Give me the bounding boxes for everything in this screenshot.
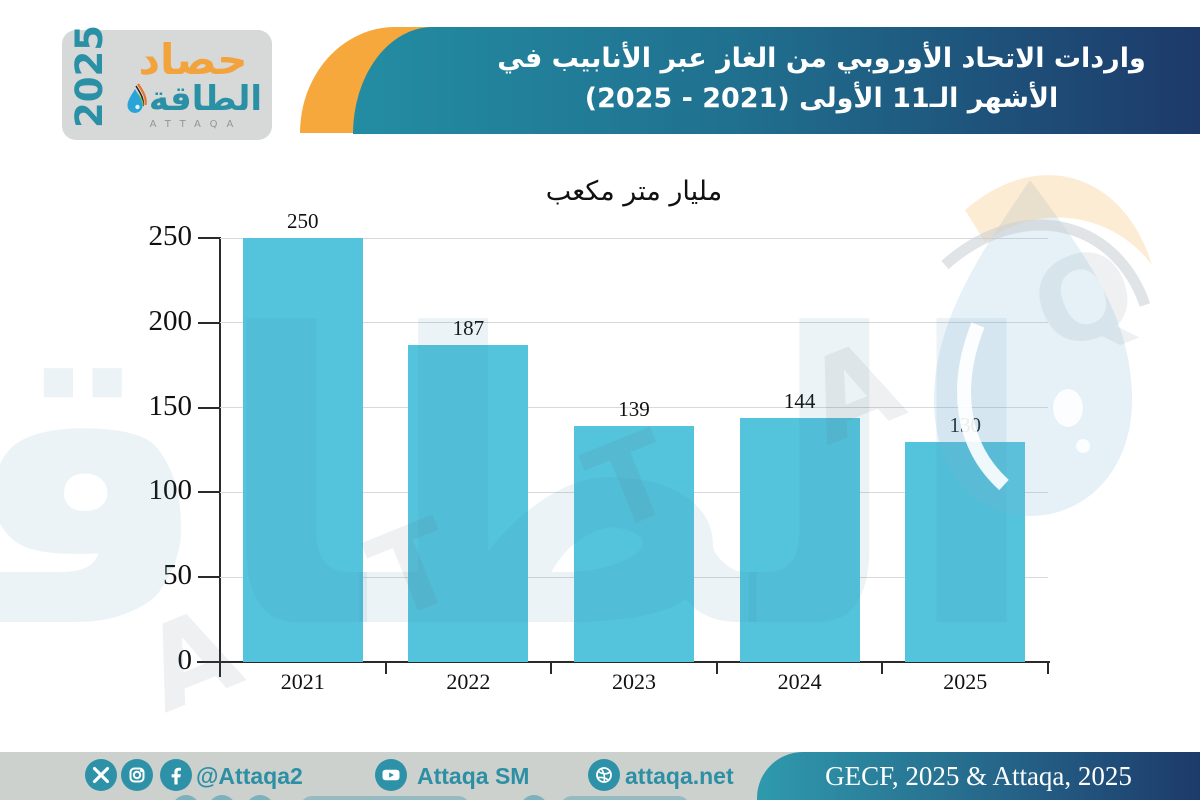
- logo-drop-icon: [127, 83, 147, 113]
- logo-wordmark: حصاد الطاقة ATTAQA: [120, 38, 266, 130]
- y-tick-100: [198, 491, 220, 494]
- y-tick-0: [198, 661, 220, 663]
- x-axis-label-2022: 2022: [446, 669, 491, 694]
- y-axis-label-150: 150: [148, 389, 193, 422]
- youtube-channel-label[interactable]: Attaqa SM: [417, 763, 530, 789]
- title-line-2: الأشهر الـ11 الأولى (2021 - 2025): [584, 83, 1059, 114]
- bar-value-2023: 139: [618, 397, 650, 422]
- bar-2021: [242, 238, 363, 662]
- header-band: واردات الاتحاد الأوروبي من الغاز عبر الأ…: [353, 27, 1200, 134]
- y-axis-label-100: 100: [148, 474, 193, 507]
- chart-title: مليار متر مكعب: [545, 176, 723, 207]
- bar-value-2025: 130: [949, 412, 981, 437]
- reflection-bar: [300, 796, 470, 800]
- globe-icon[interactable]: [588, 759, 620, 791]
- gridline-150: [220, 407, 1048, 409]
- y-tick-50: [198, 576, 220, 579]
- title-line-1: واردات الاتحاد الأوروبي من الغاز عبر الأ…: [497, 43, 1146, 74]
- x-tick: [881, 662, 884, 674]
- y-axis-label-250: 250: [148, 220, 193, 252]
- y-axis: [219, 237, 221, 677]
- gridline-200: [220, 322, 1048, 324]
- x-axis-label-2024: 2024: [777, 669, 822, 694]
- x-axis: [197, 661, 1050, 663]
- y-tick-150: [198, 406, 220, 409]
- reflection-dot: [172, 795, 200, 800]
- instagram-icon[interactable]: [121, 759, 153, 791]
- website-link[interactable]: attaqa.net: [625, 763, 734, 789]
- x-tick: [715, 662, 718, 674]
- y-tick-200: [198, 321, 220, 324]
- y-axis-label-0: 0: [177, 644, 193, 676]
- x-axis-label-2023: 2023: [611, 669, 656, 694]
- x-tick: [384, 662, 387, 674]
- reflection-bar: [560, 796, 690, 800]
- bar-value-2021: 250: [287, 209, 319, 233]
- logo-title-top: حصاد: [138, 35, 248, 84]
- footer-bar: @Attaqa2 Attaqa SM attaqa.net GECF, 2025…: [0, 752, 1200, 800]
- reflection-dot: [520, 795, 548, 800]
- reflection-dot: [246, 795, 274, 800]
- bar-2022: [408, 344, 529, 662]
- source-attribution: GECF, 2025 & Attaqa, 2025: [757, 752, 1200, 800]
- y-tick-250: [198, 237, 220, 239]
- y-axis-label-200: 200: [148, 304, 193, 337]
- x-icon[interactable]: [85, 759, 117, 791]
- x-axis-label-2021: 2021: [280, 669, 325, 694]
- bar-value-2024: 144: [783, 388, 816, 413]
- x-tick: [550, 662, 553, 674]
- youtube-icon[interactable]: [375, 759, 407, 791]
- gridline-250: [220, 237, 1048, 239]
- y-axis-label-50: 50: [163, 559, 192, 592]
- attaqa-logo: 2025 حصاد الطاقة ATTAQA: [62, 25, 272, 140]
- social-handle[interactable]: @Attaqa2: [196, 763, 303, 789]
- bar-2024: [739, 417, 860, 662]
- facebook-icon[interactable]: [160, 759, 192, 791]
- x-axis-label-2025: 2025: [943, 669, 988, 694]
- bar-2023: [574, 426, 694, 662]
- logo-year-label: 2025: [68, 25, 111, 128]
- logo-title-bottom: الطاقة: [148, 79, 263, 119]
- bar-value-2022: 187: [452, 315, 485, 340]
- x-tick: [1047, 662, 1049, 674]
- reflection-dot: [208, 795, 236, 800]
- bar-2025: [905, 441, 1026, 662]
- logo-subtitle: ATTAQA: [149, 119, 243, 130]
- infographic-title: واردات الاتحاد الأوروبي من الغاز عبر الأ…: [453, 39, 1190, 119]
